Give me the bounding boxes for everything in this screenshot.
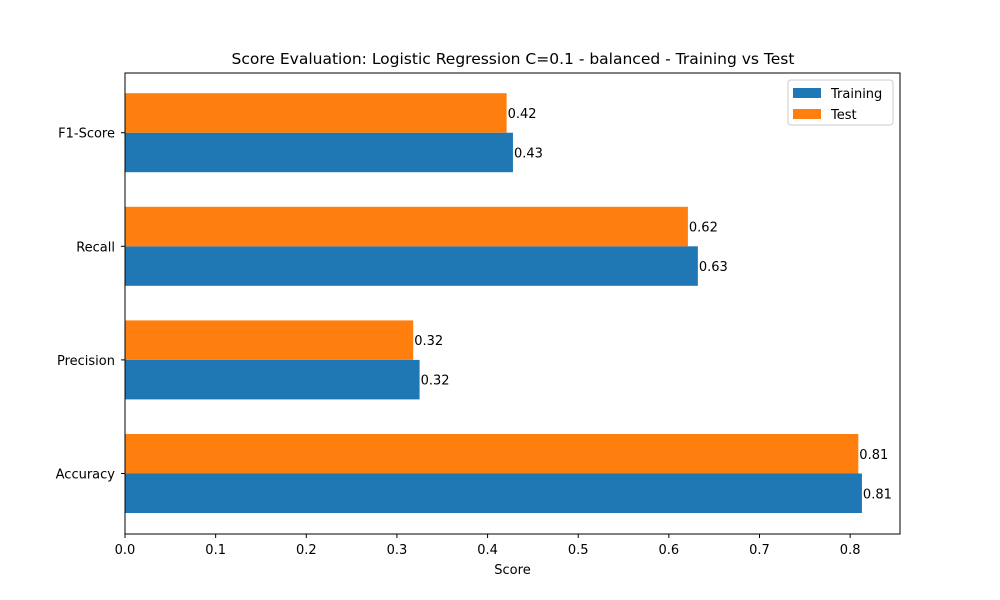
bar-training-recall — [125, 246, 698, 286]
bar-test-recall — [125, 206, 688, 247]
data-label-test-precision: 0.32 — [414, 334, 443, 349]
bar-training-accuracy — [125, 473, 862, 513]
x-tick-label: 0.3 — [387, 543, 408, 558]
y-tick-labels: Accuracy Precision Recall F1-Score — [56, 127, 125, 483]
data-label-test-f1-score: 0.42 — [508, 107, 537, 122]
legend-swatch-training — [793, 88, 821, 98]
x-tick-labels: 0.0 0.1 0.2 0.3 0.4 0.5 0.6 0.7 0.8 — [115, 534, 861, 558]
data-label-test-accuracy: 0.81 — [859, 448, 888, 463]
data-label-training-precision: 0.32 — [421, 374, 450, 389]
bar-test-accuracy — [125, 434, 859, 474]
bar-test-f1-score — [125, 93, 507, 133]
bars-group — [125, 93, 862, 513]
x-tick-label: 0.8 — [840, 543, 861, 558]
chart-title: Score Evaluation: Logistic Regression C=… — [232, 50, 795, 68]
bar-training-precision — [125, 359, 420, 400]
x-axis-label: Score — [494, 563, 530, 578]
y-tick-label-accuracy: Accuracy — [56, 468, 116, 483]
legend-label-training: Training — [830, 87, 882, 102]
data-label-test-recall: 0.62 — [689, 221, 718, 236]
x-tick-label: 0.7 — [749, 543, 770, 558]
x-tick-label: 0.5 — [568, 543, 589, 558]
x-tick-label: 0.2 — [296, 543, 317, 558]
data-label-training-f1-score: 0.43 — [514, 146, 543, 161]
y-tick-label-precision: Precision — [57, 354, 115, 369]
plot-frame — [124, 72, 901, 535]
x-tick-label: 0.0 — [115, 543, 136, 558]
bar-test-precision — [125, 320, 414, 360]
legend-label-test: Test — [830, 108, 857, 123]
legend-swatch-test — [793, 109, 821, 119]
data-labels: 0.81 0.32 0.63 0.43 0.81 0.32 0.62 0.42 — [414, 107, 892, 502]
x-tick-label: 0.1 — [205, 543, 226, 558]
legend: Training Test — [787, 79, 894, 126]
y-tick-label-recall: Recall — [76, 240, 115, 255]
y-tick-label-f1-score: F1-Score — [58, 127, 115, 142]
x-tick-label: 0.4 — [477, 543, 498, 558]
bar-training-f1-score — [125, 132, 513, 173]
data-label-training-accuracy: 0.81 — [863, 487, 892, 502]
data-label-training-recall: 0.63 — [699, 260, 728, 275]
x-tick-label: 0.6 — [659, 543, 680, 558]
